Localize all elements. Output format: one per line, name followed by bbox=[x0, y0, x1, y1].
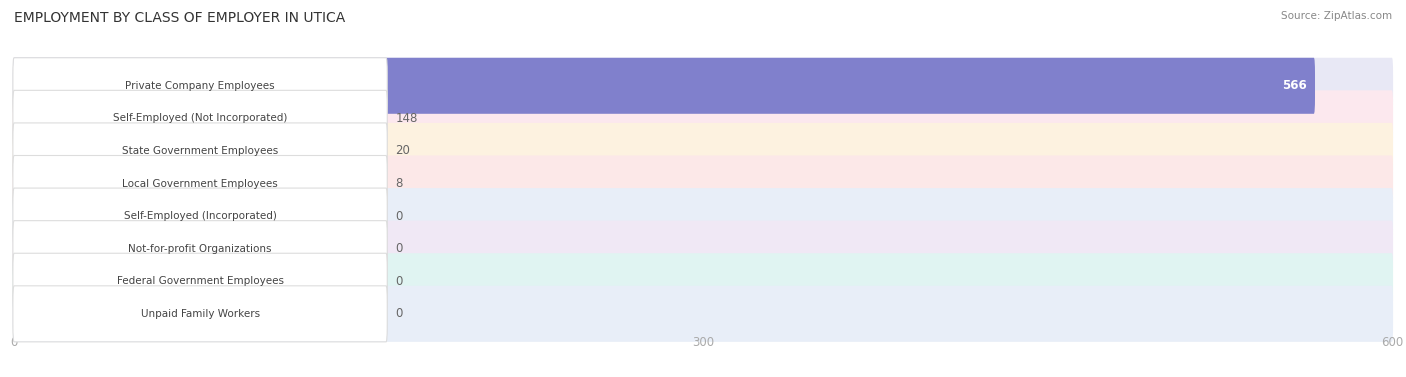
FancyBboxPatch shape bbox=[13, 188, 387, 244]
Text: 148: 148 bbox=[395, 112, 418, 125]
FancyBboxPatch shape bbox=[13, 123, 387, 179]
FancyBboxPatch shape bbox=[13, 58, 1315, 114]
FancyBboxPatch shape bbox=[13, 286, 1393, 342]
FancyBboxPatch shape bbox=[13, 58, 1393, 114]
Text: Self-Employed (Incorporated): Self-Employed (Incorporated) bbox=[124, 211, 277, 221]
FancyBboxPatch shape bbox=[13, 253, 1393, 309]
FancyBboxPatch shape bbox=[13, 155, 387, 211]
FancyBboxPatch shape bbox=[13, 286, 387, 342]
Text: 0: 0 bbox=[395, 210, 402, 222]
FancyBboxPatch shape bbox=[13, 221, 387, 277]
FancyBboxPatch shape bbox=[13, 253, 387, 309]
Text: EMPLOYMENT BY CLASS OF EMPLOYER IN UTICA: EMPLOYMENT BY CLASS OF EMPLOYER IN UTICA bbox=[14, 11, 346, 25]
Text: 0: 0 bbox=[395, 307, 402, 320]
Text: 0: 0 bbox=[395, 242, 402, 255]
FancyBboxPatch shape bbox=[13, 221, 387, 277]
FancyBboxPatch shape bbox=[13, 58, 387, 114]
Text: Private Company Employees: Private Company Employees bbox=[125, 81, 276, 91]
FancyBboxPatch shape bbox=[13, 221, 1393, 277]
Text: 566: 566 bbox=[1282, 79, 1308, 92]
FancyBboxPatch shape bbox=[13, 253, 387, 309]
FancyBboxPatch shape bbox=[13, 123, 387, 179]
Text: Local Government Employees: Local Government Employees bbox=[122, 179, 278, 188]
Text: Federal Government Employees: Federal Government Employees bbox=[117, 276, 284, 286]
Text: 0: 0 bbox=[395, 275, 402, 288]
Text: Unpaid Family Workers: Unpaid Family Workers bbox=[141, 309, 260, 319]
FancyBboxPatch shape bbox=[13, 123, 1393, 179]
Text: State Government Employees: State Government Employees bbox=[122, 146, 278, 156]
FancyBboxPatch shape bbox=[13, 155, 1393, 211]
FancyBboxPatch shape bbox=[13, 90, 387, 146]
Text: 20: 20 bbox=[395, 144, 411, 158]
FancyBboxPatch shape bbox=[13, 286, 387, 342]
FancyBboxPatch shape bbox=[13, 188, 1393, 244]
FancyBboxPatch shape bbox=[13, 90, 1393, 146]
Text: Not-for-profit Organizations: Not-for-profit Organizations bbox=[128, 244, 271, 254]
FancyBboxPatch shape bbox=[13, 188, 387, 244]
Text: 8: 8 bbox=[395, 177, 402, 190]
FancyBboxPatch shape bbox=[13, 90, 387, 146]
Text: Source: ZipAtlas.com: Source: ZipAtlas.com bbox=[1281, 11, 1392, 21]
Text: Self-Employed (Not Incorporated): Self-Employed (Not Incorporated) bbox=[112, 113, 287, 123]
FancyBboxPatch shape bbox=[13, 155, 387, 211]
